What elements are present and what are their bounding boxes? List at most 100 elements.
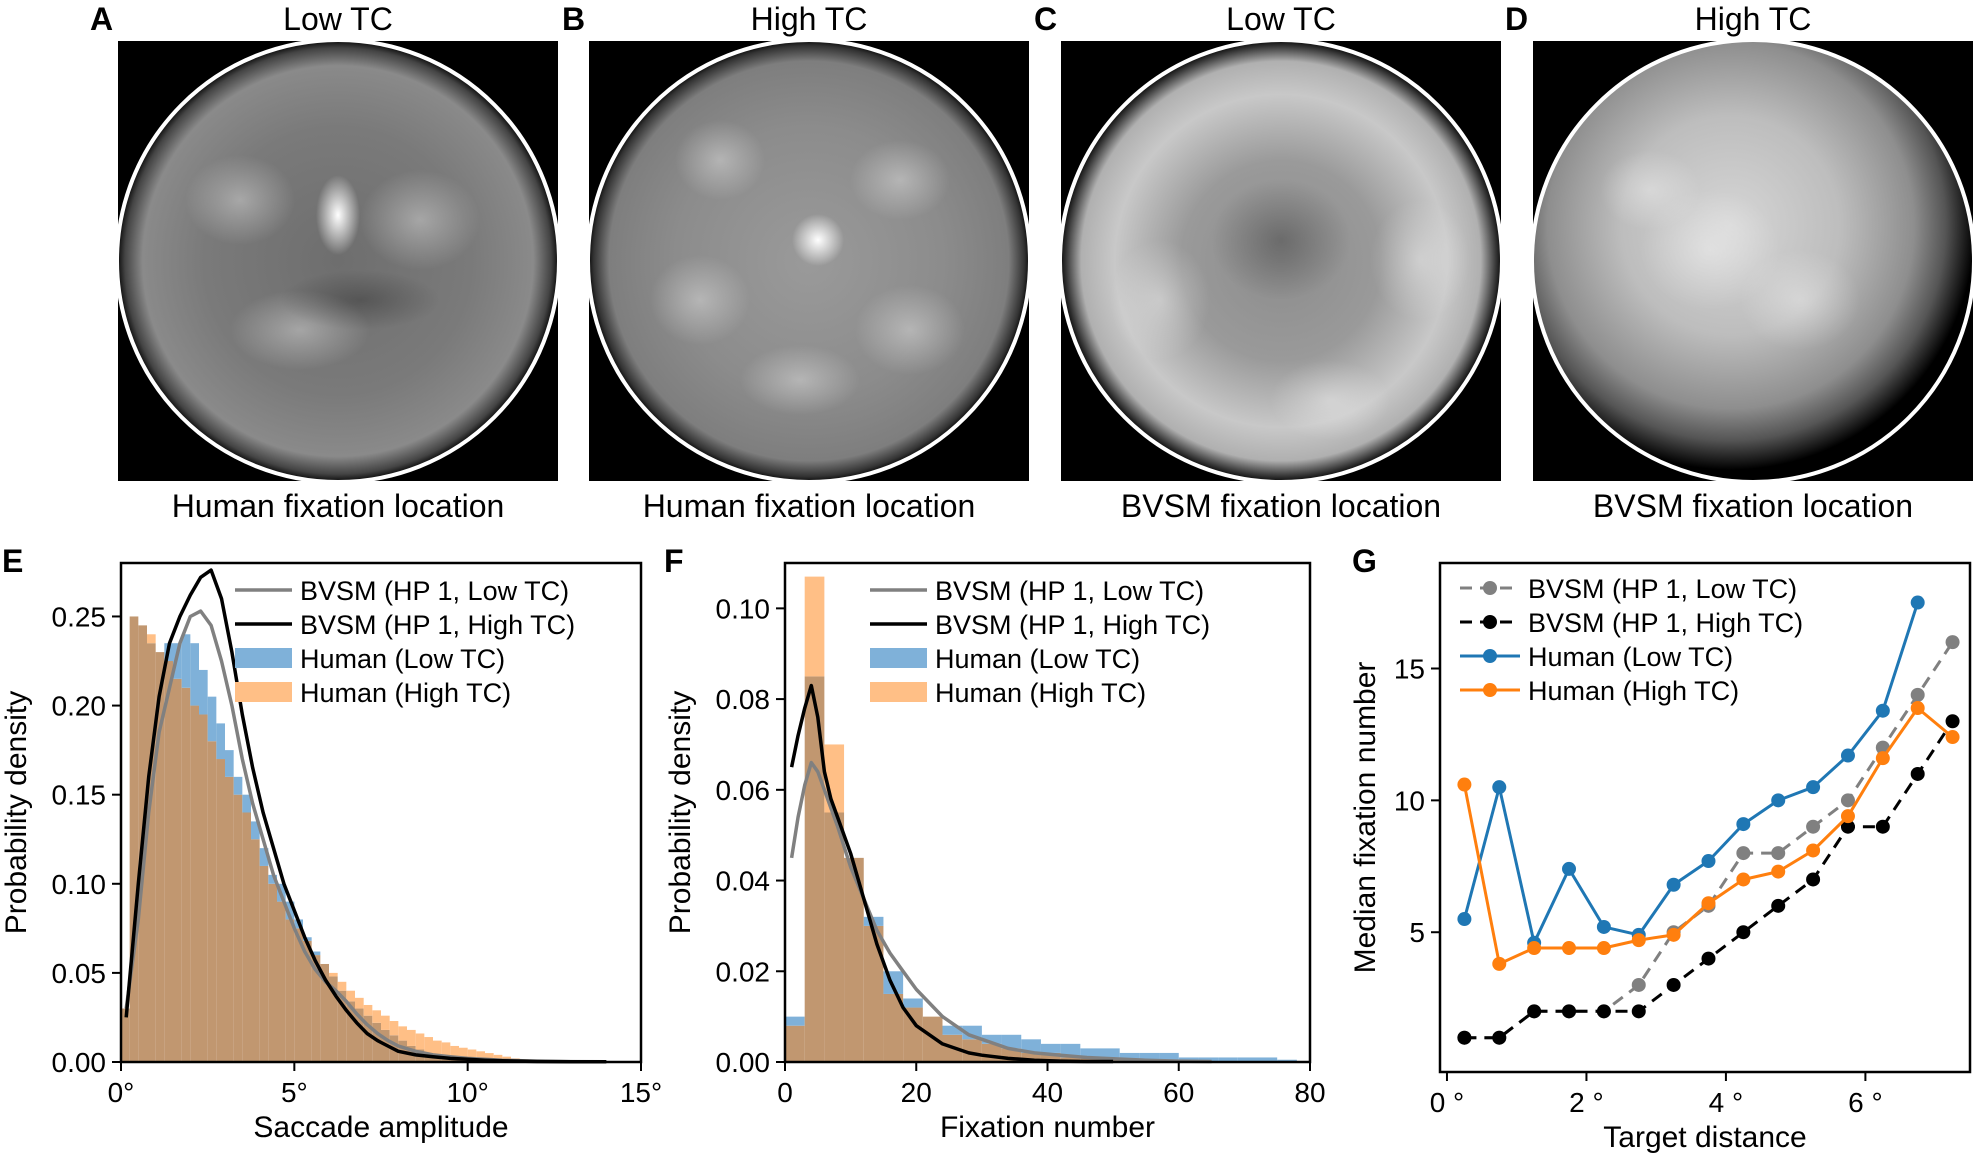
- data-point: [1771, 793, 1786, 808]
- legend-marker: [1483, 683, 1497, 697]
- histogram-bar-overlap: [155, 652, 165, 1062]
- data-point: [1806, 780, 1821, 795]
- heatmap-blob: [740, 345, 860, 415]
- data-point: [1492, 780, 1507, 795]
- histogram-bar-human-low-tc: [242, 794, 251, 813]
- legend-label: BVSM (HP 1, Low TC): [935, 576, 1204, 606]
- heatmap-caption-c: BVSM fixation location: [1121, 488, 1441, 524]
- panel-letter-g: G: [1352, 543, 1377, 579]
- data-point: [1806, 872, 1821, 887]
- heatmap-panel-a: A Low TC Human fixation location: [90, 1, 561, 524]
- legend-label: BVSM (HP 1, Low TC): [300, 576, 569, 606]
- data-point: [1562, 941, 1577, 956]
- data-point: [1840, 819, 1855, 834]
- data-point: [1457, 1030, 1472, 1045]
- histogram-bar-overlap: [1021, 1052, 1041, 1062]
- histogram-bar-overlap: [320, 963, 329, 1062]
- heatmap-title-a: Low TC: [283, 1, 393, 37]
- data-point: [1910, 701, 1925, 716]
- heatmap-blob: [1740, 250, 1860, 350]
- y-tick-label: 0.00: [52, 1047, 107, 1078]
- line-bvsm-low-tc: [789, 760, 1212, 1064]
- data-point: [1875, 751, 1890, 766]
- panel-letter-f: F: [664, 543, 684, 579]
- histogram-bar-human-low-tc: [942, 1025, 963, 1035]
- histogram-bar-overlap: [147, 643, 156, 1062]
- histogram-bar-human-high-tc: [407, 1029, 416, 1046]
- heatmap-hotspot: [316, 175, 360, 255]
- histogram-bar-human-high-tc: [389, 1021, 399, 1036]
- heatmap-caption-d: BVSM fixation location: [1593, 488, 1913, 524]
- heatmap-density: [118, 41, 558, 481]
- histogram-bar-overlap: [363, 1015, 373, 1062]
- data-point: [1527, 1004, 1542, 1019]
- data-point: [1945, 714, 1960, 729]
- data-point: [1701, 896, 1716, 911]
- heatmap-blob: [1270, 360, 1390, 440]
- heatmap-caption-b: Human fixation location: [643, 488, 976, 524]
- x-tick-label: 15°: [620, 1077, 662, 1108]
- legend-label: Human (Low TC): [935, 644, 1140, 674]
- histogram-bar-human-high-tc: [433, 1040, 442, 1055]
- histogram-bar-human-low-tc: [1277, 1059, 1297, 1062]
- heatmap-shade: [1211, 180, 1351, 300]
- y-tick-label: 0.15: [52, 780, 107, 811]
- display-boundary-circle: [1058, 38, 1504, 484]
- heatmap-caption-a: Human fixation location: [172, 488, 505, 524]
- x-tick-label: 60: [1163, 1077, 1194, 1108]
- histogram-bar-human-high-tc: [804, 576, 825, 677]
- histogram-bar-human-low-tc: [1257, 1057, 1278, 1062]
- data-point: [1771, 898, 1786, 913]
- legend-label: BVSM (HP 1, High TC): [935, 610, 1210, 640]
- x-tick-label: 40: [1032, 1077, 1063, 1108]
- histogram-bar-human-high-tc: [485, 1053, 494, 1061]
- histogram-bar-human-low-tc: [903, 998, 923, 1008]
- heatmap-blob: [360, 170, 480, 270]
- y-tick-label: 0.02: [716, 956, 771, 987]
- histogram-bar-human-low-tc: [1080, 1048, 1100, 1058]
- histogram-bar-human-high-tc: [493, 1054, 503, 1062]
- histogram-bar-overlap: [164, 661, 173, 1062]
- chart-panel-f: F 0 20 40 60 80 0.00 0.02 0.04 0.06 0.08 0.10 Fixat…: [664, 543, 1326, 1144]
- histogram-bar-overlap: [207, 741, 217, 1062]
- histogram-bar-overlap: [268, 883, 277, 1062]
- histogram-bar-overlap: [121, 1008, 130, 1062]
- series-line: [1464, 720, 1954, 1040]
- histogram-bar-human-low-tc: [207, 696, 217, 742]
- chart-panel-g: G 0 ° 2 ° 4 ° 6 ° 5 10 15 Target distance Median…: [1349, 543, 1972, 1154]
- data-point: [1840, 793, 1855, 808]
- histogram-bar-human-high-tc: [441, 1042, 451, 1057]
- heatmap-blob: [1370, 200, 1470, 320]
- histogram-bar-human-high-tc: [355, 997, 364, 1009]
- histogram-bar-overlap: [259, 865, 269, 1062]
- data-point: [1910, 595, 1925, 610]
- data-point: [1492, 1030, 1507, 1045]
- histogram-bar-human-low-tc: [251, 821, 260, 840]
- histogram-bar-overlap: [922, 1016, 943, 1062]
- data-point: [1806, 819, 1821, 834]
- y-tick-label: 15: [1394, 653, 1425, 684]
- histogram-bar-overlap: [355, 1008, 364, 1062]
- chart-panel-e: E 0° 5° 10° 15° 0.00 0.05 0.10 0.15 0.20 0.25 Sacc…: [0, 543, 662, 1144]
- histogram-bar-overlap: [251, 839, 260, 1062]
- histogram-bar-overlap: [285, 919, 295, 1062]
- series-bvsm-hp-1-high-tc-: [1457, 714, 1960, 1045]
- data-point: [1666, 977, 1681, 992]
- data-point: [1736, 925, 1751, 940]
- histogram-bar-human-low-tc: [1178, 1057, 1199, 1062]
- display-boundary-circle: [586, 38, 1032, 484]
- histogram-bar-overlap: [1080, 1057, 1100, 1062]
- data-point: [1631, 977, 1646, 992]
- histogram-bar-overlap: [844, 857, 864, 1062]
- heatmap-shade: [280, 270, 440, 330]
- data-point: [1875, 703, 1890, 718]
- data-point: [1736, 846, 1751, 861]
- legend-label: Human (Low TC): [300, 644, 505, 674]
- legend-swatch: [235, 648, 292, 668]
- histogram-bar-human-high-tc: [346, 990, 355, 1002]
- histogram-bar-overlap: [242, 812, 251, 1062]
- histogram-bar-human-low-tc: [1139, 1052, 1160, 1060]
- histogram-bar-human-high-tc: [329, 972, 338, 977]
- histogram-bar-human-high-tc: [363, 1004, 373, 1016]
- histogram-bar-human-high-tc: [398, 1026, 407, 1041]
